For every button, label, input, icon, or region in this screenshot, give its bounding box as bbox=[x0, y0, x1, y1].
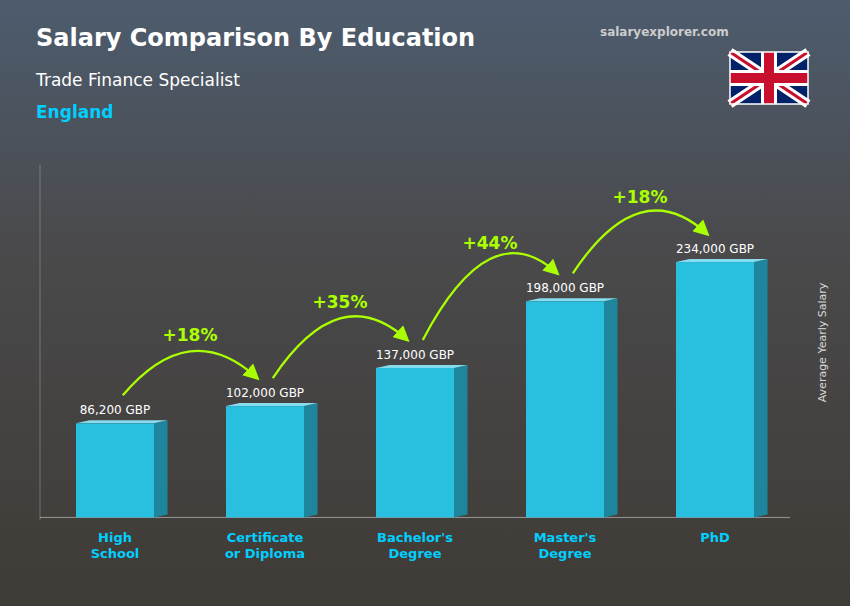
x-tick-label: Bachelor'sDegree bbox=[377, 530, 453, 561]
bar-group bbox=[226, 403, 318, 517]
subtitle: Trade Finance Specialist bbox=[35, 70, 240, 90]
bar-top bbox=[676, 259, 768, 262]
bar bbox=[376, 368, 454, 518]
title: Salary Comparison By Education bbox=[36, 24, 475, 52]
bar-top bbox=[526, 298, 618, 301]
bar bbox=[526, 301, 604, 517]
background bbox=[0, 0, 850, 606]
x-tick-label-line: Certificate bbox=[227, 530, 304, 545]
y-axis-line bbox=[40, 165, 41, 520]
change-arrow bbox=[573, 211, 707, 274]
y-axis-label: Average Yearly Salary bbox=[816, 282, 829, 402]
x-tick-label: HighSchool bbox=[91, 530, 140, 561]
x-tick-label-line: Bachelor's bbox=[377, 530, 453, 545]
annotation: +18% bbox=[163, 325, 218, 345]
x-tick-label: PhD bbox=[700, 530, 730, 545]
x-tick-label: Master'sDegree bbox=[534, 530, 597, 561]
bars bbox=[76, 259, 768, 517]
change-arrow bbox=[123, 351, 257, 395]
flag-stripe bbox=[730, 52, 808, 104]
change-arrow bbox=[273, 316, 407, 378]
annotation: +44% bbox=[463, 233, 518, 253]
annotation: +35% bbox=[313, 292, 368, 312]
bar-group bbox=[76, 420, 168, 517]
bar-top bbox=[376, 365, 468, 368]
bar-top bbox=[76, 420, 168, 423]
x-tick-label-line: Degree bbox=[389, 546, 442, 561]
bar-group bbox=[376, 365, 468, 518]
x-tick-label-line: High bbox=[98, 530, 132, 545]
bar bbox=[676, 262, 754, 517]
data-label: 198,000 GBP bbox=[526, 281, 604, 295]
bar-group bbox=[676, 259, 768, 517]
data-label: 102,000 GBP bbox=[226, 386, 304, 400]
subtitle: England bbox=[36, 102, 113, 122]
bar-side bbox=[154, 420, 168, 517]
bar bbox=[226, 406, 304, 517]
flag-stripe bbox=[730, 52, 808, 104]
flag-cross bbox=[730, 73, 808, 83]
data-label: 234,000 GBP bbox=[676, 242, 754, 256]
bar-group bbox=[526, 298, 618, 517]
flag-stripe bbox=[730, 52, 808, 104]
flag bbox=[730, 52, 808, 104]
bar-top bbox=[226, 403, 318, 406]
bar-side bbox=[604, 298, 618, 517]
x-tick-label-line: Master's bbox=[534, 530, 597, 545]
chart: Salary Comparison By Education Trade Fina… bbox=[0, 0, 850, 606]
data-label: 137,000 GBP bbox=[376, 348, 454, 362]
x-tick-label-line: PhD bbox=[700, 530, 730, 545]
x-tick-label-line: Degree bbox=[539, 546, 592, 561]
bar-side bbox=[754, 259, 768, 517]
bar-side bbox=[304, 403, 318, 517]
annotation: +18% bbox=[613, 187, 668, 207]
bar bbox=[76, 423, 154, 517]
x-tick-label-line: School bbox=[91, 546, 140, 561]
source: salaryexplorer.com bbox=[600, 25, 729, 39]
change-arrow bbox=[423, 253, 557, 340]
x-tick-label: Certificateor Diploma bbox=[225, 530, 305, 561]
flag-field bbox=[730, 52, 808, 104]
x-tick-label-line: or Diploma bbox=[225, 546, 305, 561]
data-label: 86,200 GBP bbox=[80, 403, 151, 417]
flag-stripe bbox=[730, 52, 808, 104]
flag-border bbox=[730, 52, 808, 104]
bar-side bbox=[454, 365, 468, 518]
